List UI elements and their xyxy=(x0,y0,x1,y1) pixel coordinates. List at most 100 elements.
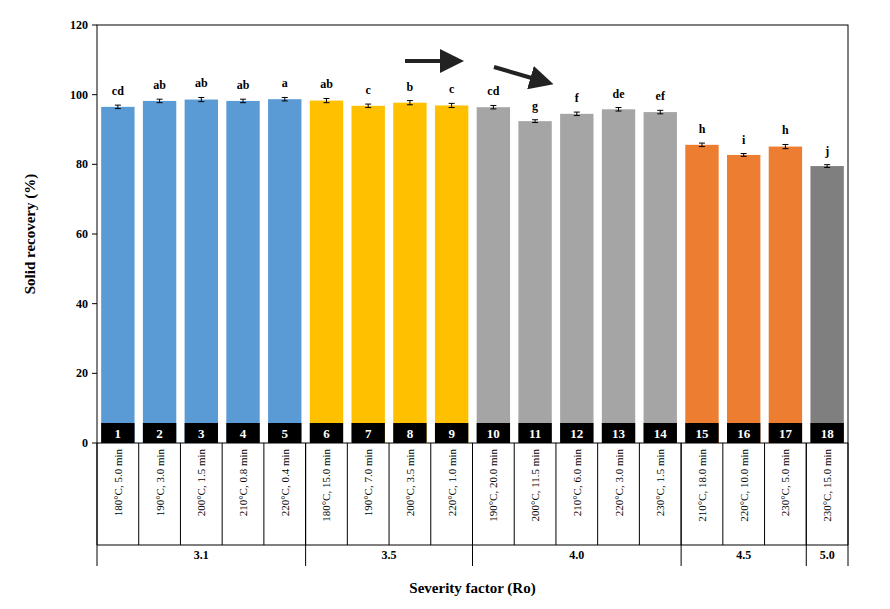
bar xyxy=(560,114,593,443)
group-label: 3.1 xyxy=(194,548,209,562)
number-box xyxy=(226,423,259,443)
bar xyxy=(685,145,718,443)
x-tick-label: 220°C, 3.0 min xyxy=(613,449,625,517)
number-box xyxy=(769,423,802,443)
number-box xyxy=(393,423,426,443)
number-box xyxy=(727,423,760,443)
y-tick-label: 60 xyxy=(76,227,88,241)
number-box xyxy=(644,423,677,443)
group-label: 4.0 xyxy=(569,548,584,562)
table-line xyxy=(639,443,640,545)
x-axis-title: Severity factor (Ro) xyxy=(409,580,535,597)
significance-letter: ef xyxy=(656,89,666,103)
group-label: 3.5 xyxy=(382,548,397,562)
significance-letter: de xyxy=(613,87,626,101)
bar xyxy=(518,121,551,443)
table-line xyxy=(597,443,598,545)
significance-letter: c xyxy=(366,83,372,97)
group-separator xyxy=(848,443,849,566)
error-bar xyxy=(407,101,413,105)
x-tick-label: 210°C, 6.0 min xyxy=(571,449,583,517)
error-bar xyxy=(282,97,288,100)
significance-letter: b xyxy=(407,80,414,94)
group-separator xyxy=(806,443,807,566)
group-separator xyxy=(305,443,306,566)
table-line xyxy=(764,443,765,545)
y-tick xyxy=(92,234,97,235)
plot-frame xyxy=(97,25,848,443)
significance-letter: g xyxy=(532,99,538,113)
bar-number: 7 xyxy=(365,426,372,441)
x-tick-label: 210°C, 0.8 min xyxy=(237,449,249,517)
bar xyxy=(769,147,802,443)
error-bar xyxy=(157,99,163,102)
significance-letter: cd xyxy=(112,84,124,98)
y-axis-title: Solid recovery (%) xyxy=(22,174,39,295)
error-bar xyxy=(365,104,371,107)
bar xyxy=(393,103,426,443)
bar-number: 12 xyxy=(570,426,583,441)
y-tick xyxy=(92,303,97,304)
x-tick-label: 200°C, 3.5 min xyxy=(404,449,416,517)
bar-number: 5 xyxy=(282,426,289,441)
table-line xyxy=(722,443,723,545)
bar-number: 6 xyxy=(323,426,330,441)
y-tick xyxy=(92,373,97,374)
error-bar xyxy=(657,110,663,113)
x-tick-label: 180°C, 5.0 min xyxy=(112,449,124,517)
error-bar xyxy=(741,154,747,157)
y-tick xyxy=(92,25,97,26)
bar xyxy=(644,112,677,443)
error-bar xyxy=(115,105,121,108)
number-box xyxy=(352,423,385,443)
bar xyxy=(185,100,218,443)
number-box xyxy=(185,423,218,443)
significance-letter: h xyxy=(782,123,789,137)
bar-number: 9 xyxy=(448,426,455,441)
bar xyxy=(435,105,468,443)
y-tick-label: 100 xyxy=(70,88,88,102)
x-tick-label: 230°C, 15.0 min xyxy=(821,449,833,522)
bar xyxy=(268,99,301,443)
bar xyxy=(226,101,259,443)
table-line xyxy=(180,443,181,545)
number-box xyxy=(435,423,468,443)
group-label: 5.0 xyxy=(820,548,835,562)
table-line xyxy=(430,443,431,545)
table-line xyxy=(389,443,390,545)
y-tick xyxy=(92,94,97,95)
table-line xyxy=(222,443,223,545)
arrow xyxy=(405,59,452,63)
significance-letter: ab xyxy=(320,77,333,91)
group-label: 4.5 xyxy=(736,548,751,562)
x-tick-label: 230°C, 1.5 min xyxy=(654,449,666,517)
table-line xyxy=(263,443,264,545)
y-tick xyxy=(92,164,97,165)
bars xyxy=(101,97,844,443)
significance-letter: c xyxy=(449,82,455,96)
significance-letter: f xyxy=(575,91,580,105)
significance-letter: ab xyxy=(237,78,250,92)
y-tick-label: 120 xyxy=(70,18,88,32)
x-tick-label: 200°C, 1.5 min xyxy=(195,449,207,517)
bar xyxy=(810,166,843,443)
error-bar xyxy=(699,143,705,146)
bar xyxy=(101,107,134,443)
x-tick-label: 230°C, 5.0 min xyxy=(779,449,791,517)
significance-letter: cd xyxy=(487,84,499,98)
number-box xyxy=(810,423,843,443)
bar xyxy=(352,106,385,443)
error-bar xyxy=(824,165,830,168)
x-tick-label: 200°C, 11.5 min xyxy=(529,449,541,522)
number-box xyxy=(602,423,635,443)
number-box xyxy=(310,423,343,443)
table-line xyxy=(347,443,348,545)
table-line xyxy=(555,443,556,545)
group-separator xyxy=(97,443,98,566)
significance-letter: j xyxy=(824,144,829,158)
bar-number: 13 xyxy=(612,426,626,441)
y-tick-label: 80 xyxy=(76,157,88,171)
bar-number: 14 xyxy=(654,426,668,441)
bar xyxy=(727,155,760,443)
number-box xyxy=(685,423,718,443)
